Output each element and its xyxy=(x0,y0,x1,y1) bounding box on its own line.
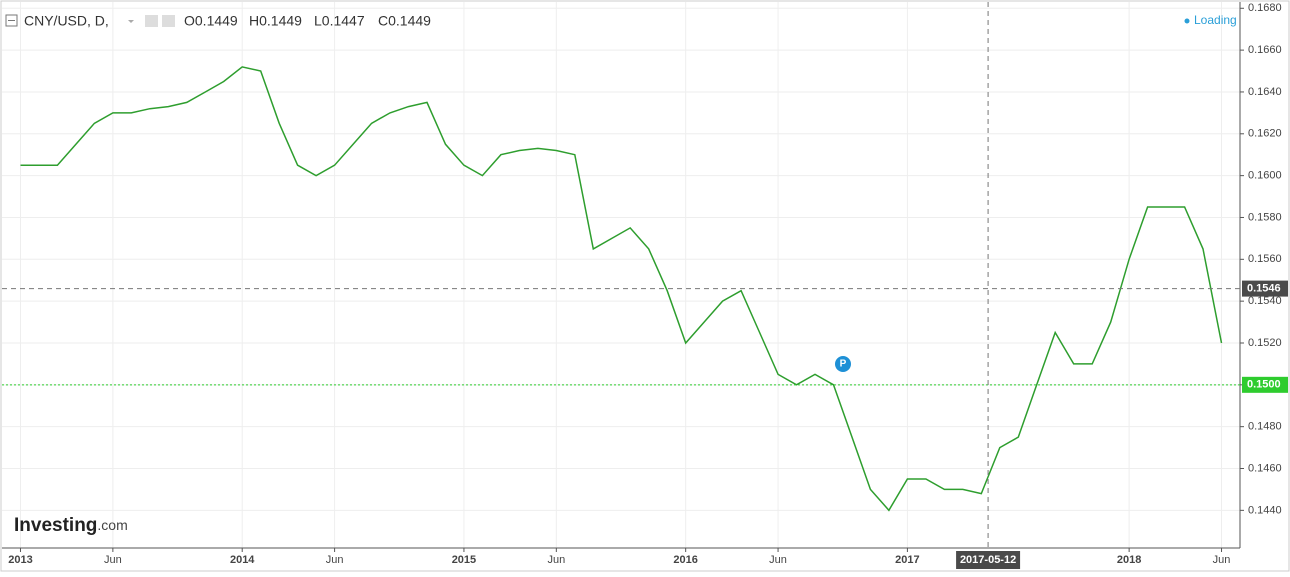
y-tick-label: 0.1620 xyxy=(1248,128,1282,140)
ohlc-high: H0.1449 xyxy=(249,13,302,29)
x-tick-label: 2018 xyxy=(1117,554,1141,566)
x-tick-label: Jun xyxy=(326,554,344,566)
crosshair-date-label: 2017-05-12 xyxy=(960,554,1016,566)
y-tick-label: 0.1560 xyxy=(1248,253,1282,265)
y-tick-label: 0.1580 xyxy=(1248,211,1282,223)
x-tick-label: Jun xyxy=(104,554,122,566)
y-tick-label: 0.1640 xyxy=(1248,86,1282,98)
x-tick-label: 2015 xyxy=(452,554,476,566)
settings-icon[interactable] xyxy=(162,15,175,27)
marker-label: P xyxy=(840,359,847,370)
x-tick-label: Jun xyxy=(769,554,787,566)
current-price-box xyxy=(1242,376,1288,393)
x-tick-label: Jun xyxy=(547,554,565,566)
y-tick-label: 0.1440 xyxy=(1248,504,1282,516)
y-tick-label: 0.1540 xyxy=(1248,295,1282,307)
ohlc-close: C0.1449 xyxy=(378,13,431,29)
x-tick-label: Jun xyxy=(1213,554,1231,566)
x-tick-label: 2014 xyxy=(230,554,255,566)
grid xyxy=(2,2,1240,548)
settings-icon[interactable] xyxy=(145,15,158,27)
price-line xyxy=(20,66,1223,512)
symbol: CNY/USD, D, xyxy=(24,13,109,29)
logo-suffix: .com xyxy=(97,517,127,533)
y-tick-label: 0.1680 xyxy=(1248,2,1282,14)
status: Loading xyxy=(1194,13,1237,27)
ohlc-open: O0.1449 xyxy=(184,13,238,29)
dropdown-icon[interactable] xyxy=(128,20,134,23)
logo-name: Investing xyxy=(14,515,97,536)
y-tick-label: 0.1460 xyxy=(1248,462,1282,474)
crosshair-date-box xyxy=(956,551,1021,569)
x-tick-label: 2017 xyxy=(895,554,919,566)
x-tick-label: 2016 xyxy=(673,554,697,566)
crosshair-price-box xyxy=(1242,280,1288,297)
logo: Investing.com xyxy=(14,515,128,536)
status-dot xyxy=(1184,18,1190,24)
marker[interactable] xyxy=(835,356,851,372)
y-tick-label: 0.1480 xyxy=(1248,421,1282,433)
y-tick-label: 0.1660 xyxy=(1248,44,1282,56)
x-tick-label: 2013 xyxy=(8,554,32,566)
ohlc-low: L0.1447 xyxy=(314,13,365,29)
y-tick-label: 0.1600 xyxy=(1248,170,1282,182)
crosshair-price-label: 0.1546 xyxy=(1247,283,1281,295)
y-tick-label: 0.1520 xyxy=(1248,337,1282,349)
current-price-label: 0.1500 xyxy=(1247,379,1281,391)
